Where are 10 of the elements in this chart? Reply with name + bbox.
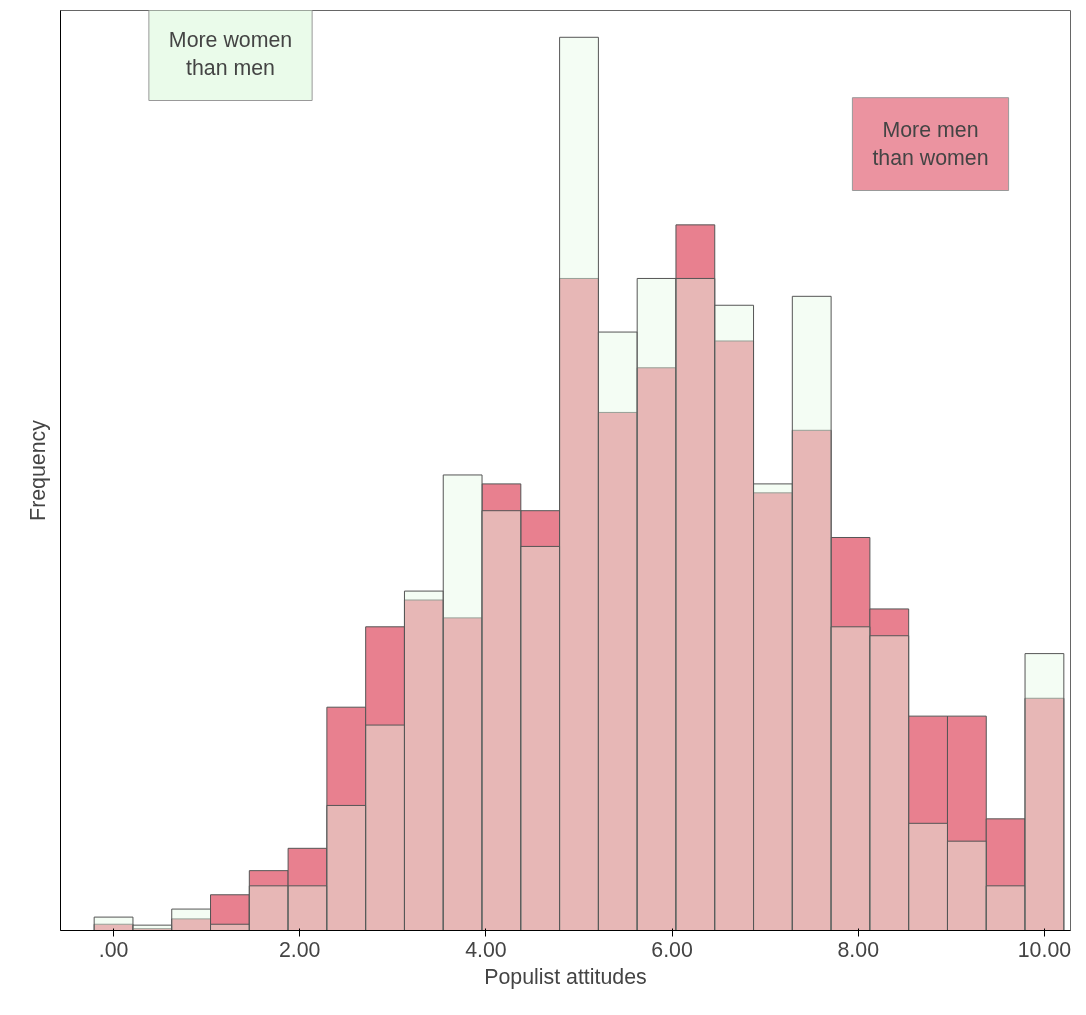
y-axis-title: Frequency [25, 419, 50, 521]
x-tick-label: 8.00 [837, 937, 880, 962]
annotation: More women than men [168, 27, 293, 81]
x-tick-label: 6.00 [651, 937, 693, 962]
x-tick-label: 10.00 [1017, 937, 1072, 962]
x-tick-label: 2.00 [278, 937, 321, 962]
x-tick-label: 4.00 [465, 937, 507, 962]
x-axis-title: Populist attitudes [484, 964, 647, 989]
x-tick-label: .00 [98, 937, 129, 962]
annotation: More men than women [872, 117, 989, 171]
